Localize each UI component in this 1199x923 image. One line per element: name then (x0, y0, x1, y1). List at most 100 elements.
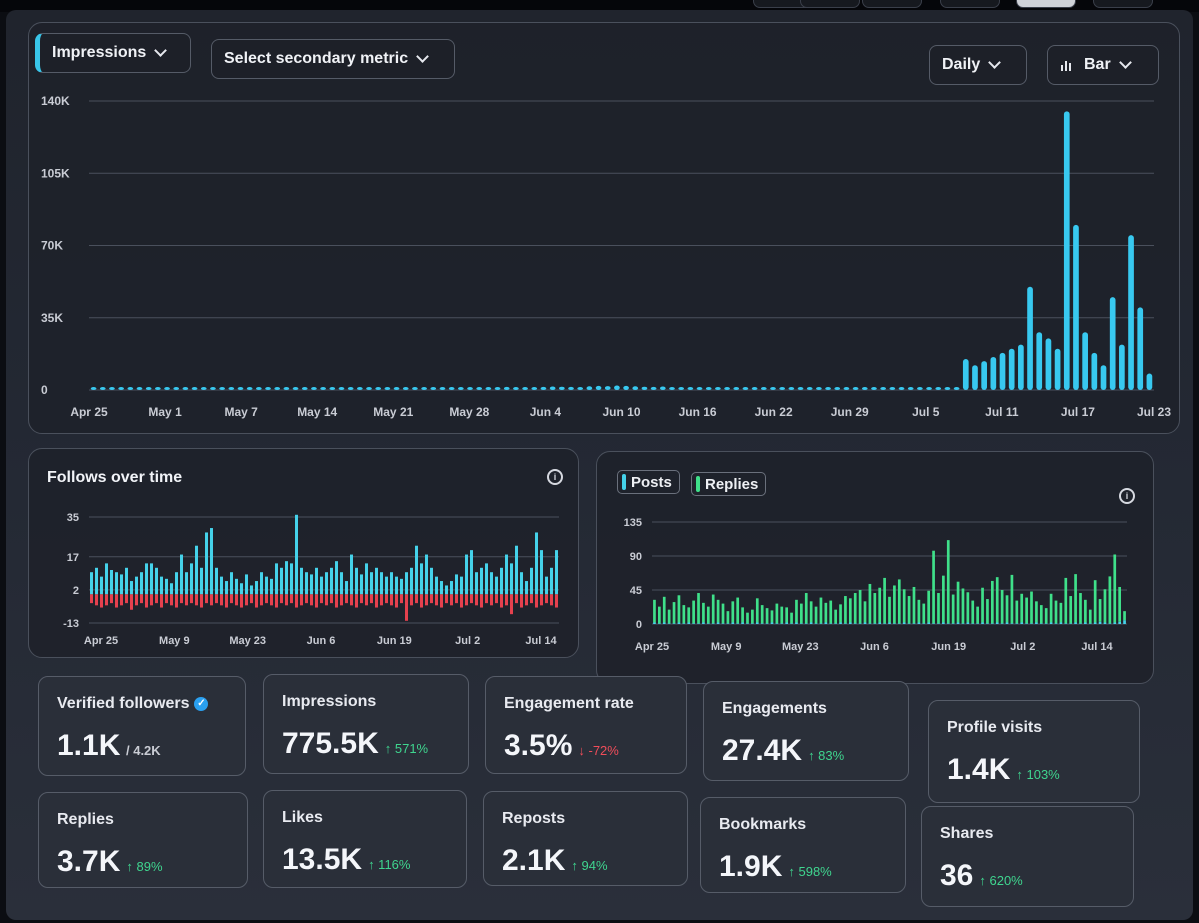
replies-bar[interactable] (809, 601, 813, 623)
replies-bar[interactable] (888, 596, 891, 623)
follows-bar[interactable] (460, 576, 463, 595)
impressions-bar[interactable] (127, 387, 134, 390)
impressions-bar[interactable] (301, 387, 308, 390)
impressions-bar[interactable] (99, 387, 106, 390)
posts-bar[interactable] (942, 622, 945, 624)
follows-bar[interactable] (400, 594, 403, 604)
impressions-bar[interactable] (145, 387, 152, 390)
impressions-bar[interactable] (292, 387, 299, 390)
posts-bar[interactable] (937, 623, 940, 624)
posts-bar[interactable] (672, 623, 676, 624)
replies-bar[interactable] (804, 593, 808, 624)
impressions-bar[interactable] (384, 387, 391, 390)
replies-bar[interactable] (1123, 611, 1126, 621)
replies-bar[interactable] (765, 608, 769, 624)
replies-bar[interactable] (824, 602, 828, 623)
follows-bar[interactable] (465, 594, 468, 606)
follows-bar[interactable] (545, 576, 548, 595)
follows-bar[interactable] (520, 572, 523, 595)
posts-bar[interactable] (1069, 623, 1073, 624)
impressions-bar[interactable] (669, 387, 675, 390)
follows-bar[interactable] (350, 594, 353, 606)
follows-bar[interactable] (90, 572, 93, 595)
impressions-bar[interactable] (981, 361, 987, 390)
follows-bar[interactable] (335, 594, 338, 608)
follows-bar[interactable] (150, 594, 153, 606)
follows-bar[interactable] (220, 594, 223, 606)
replies-bar[interactable] (692, 600, 695, 624)
replies-bar[interactable] (697, 593, 700, 624)
posts-bar[interactable] (863, 622, 867, 624)
impressions-bar[interactable] (623, 385, 629, 390)
follows-bar[interactable] (505, 554, 508, 595)
posts-bar[interactable] (902, 622, 906, 624)
follows-bar[interactable] (115, 594, 118, 608)
replies-bar[interactable] (1113, 554, 1117, 623)
replies-bar[interactable] (868, 583, 872, 624)
impressions-bar[interactable] (375, 387, 382, 390)
impressions-bar[interactable] (421, 387, 427, 390)
follows-bar[interactable] (450, 581, 453, 595)
impressions-bar[interactable] (412, 387, 418, 390)
follows-bar[interactable] (340, 594, 343, 606)
follows-bar[interactable] (375, 594, 378, 608)
follows-bar[interactable] (180, 554, 183, 595)
posts-bar[interactable] (1015, 623, 1019, 624)
posts-bar[interactable] (888, 622, 891, 624)
impressions-bar[interactable] (90, 387, 97, 390)
follows-bar[interactable] (200, 594, 203, 608)
impressions-bar[interactable] (430, 387, 437, 390)
replies-bar[interactable] (1049, 593, 1053, 623)
follows-bar[interactable] (215, 567, 218, 595)
toolbar-tab[interactable] (800, 0, 860, 8)
follows-bar[interactable] (415, 594, 418, 604)
follows-bar[interactable] (360, 574, 363, 595)
impressions-bar[interactable] (742, 387, 749, 390)
follows-bar[interactable] (125, 594, 128, 604)
follows-bar[interactable] (205, 532, 208, 595)
impressions-bar[interactable] (531, 387, 538, 390)
replies-bar[interactable] (912, 586, 916, 624)
replies-bar[interactable] (966, 592, 970, 623)
follows-bar[interactable] (195, 545, 198, 595)
follows-bar[interactable] (530, 567, 533, 595)
follows-bar[interactable] (310, 574, 313, 595)
impressions-bar[interactable] (871, 387, 877, 390)
follows-bar[interactable] (130, 594, 133, 610)
impressions-bar[interactable] (604, 386, 611, 390)
impressions-bar[interactable] (650, 386, 657, 390)
impressions-bar[interactable] (696, 387, 703, 390)
follows-bar[interactable] (150, 563, 153, 595)
replies-bar[interactable] (1118, 586, 1122, 622)
follows-bar[interactable] (105, 563, 108, 595)
posts-bar[interactable] (667, 623, 671, 624)
impressions-bar[interactable] (118, 387, 124, 390)
replies-bar[interactable] (706, 606, 710, 624)
posts-bar[interactable] (790, 623, 793, 624)
replies-bar[interactable] (1079, 593, 1082, 624)
follows-bar[interactable] (490, 594, 493, 606)
follows-bar[interactable] (505, 594, 508, 606)
replies-bar[interactable] (883, 577, 886, 624)
follows-bar[interactable] (445, 585, 448, 595)
impressions-bar[interactable] (320, 387, 326, 390)
follows-bar[interactable] (90, 594, 93, 604)
posts-bar[interactable] (702, 622, 705, 624)
posts-bar[interactable] (1030, 623, 1033, 624)
follows-bar[interactable] (500, 594, 503, 608)
follows-bar[interactable] (510, 594, 513, 615)
replies-bar[interactable] (907, 596, 911, 624)
impressions-bar[interactable] (917, 387, 923, 390)
follows-bar[interactable] (420, 594, 423, 608)
impressions-bar[interactable] (485, 387, 492, 390)
follows-bar[interactable] (460, 594, 463, 608)
toolbar-tab-active[interactable] (1016, 0, 1076, 8)
follows-bar[interactable] (300, 594, 303, 606)
replies-bar[interactable] (1044, 608, 1048, 624)
posts-bar[interactable] (834, 623, 837, 624)
replies-bar[interactable] (1020, 593, 1024, 623)
posts-bar[interactable] (711, 623, 715, 624)
replies-bar[interactable] (1054, 600, 1058, 624)
posts-bar[interactable] (971, 623, 975, 624)
follows-bar[interactable] (265, 576, 268, 595)
